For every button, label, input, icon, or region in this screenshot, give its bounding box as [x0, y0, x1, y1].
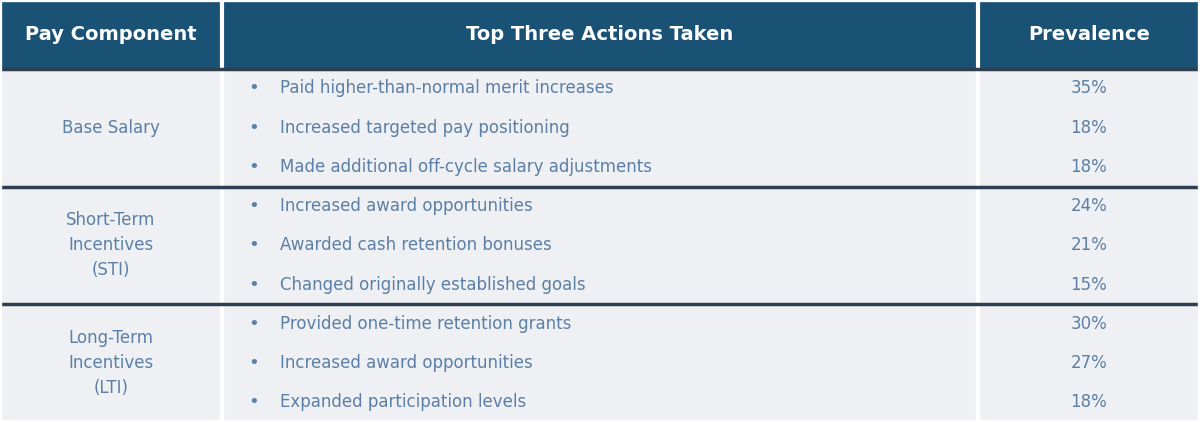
Text: Top Three Actions Taken: Top Three Actions Taken: [467, 25, 733, 44]
Text: 18%: 18%: [1070, 158, 1108, 176]
Text: Changed originally established goals: Changed originally established goals: [280, 276, 586, 294]
Text: 18%: 18%: [1070, 119, 1108, 137]
Text: Increased targeted pay positioning: Increased targeted pay positioning: [280, 119, 569, 137]
Text: •: •: [248, 315, 259, 333]
Text: Long-Term
Incentives
(LTI): Long-Term Incentives (LTI): [68, 329, 154, 397]
Text: Expanded participation levels: Expanded participation levels: [280, 393, 526, 411]
Bar: [978, 187, 1200, 304]
Text: •: •: [248, 158, 259, 176]
Bar: [222, 69, 978, 187]
Bar: [0, 69, 222, 187]
Text: Pay Component: Pay Component: [25, 25, 197, 44]
Text: 18%: 18%: [1070, 393, 1108, 411]
Text: Provided one-time retention grants: Provided one-time retention grants: [280, 315, 571, 333]
Text: Increased award opportunities: Increased award opportunities: [280, 197, 533, 215]
Bar: [0, 187, 222, 304]
Text: •: •: [248, 197, 259, 215]
Text: •: •: [248, 79, 259, 97]
Bar: [0, 304, 222, 422]
Text: 21%: 21%: [1070, 236, 1108, 254]
Text: Prevalence: Prevalence: [1028, 25, 1150, 44]
Bar: [222, 0, 978, 69]
Text: Increased award opportunities: Increased award opportunities: [280, 354, 533, 372]
Text: •: •: [248, 236, 259, 254]
Text: 27%: 27%: [1070, 354, 1108, 372]
Text: •: •: [248, 393, 259, 411]
Text: 35%: 35%: [1070, 79, 1108, 97]
Text: 30%: 30%: [1070, 315, 1108, 333]
Bar: [978, 69, 1200, 187]
Text: Awarded cash retention bonuses: Awarded cash retention bonuses: [280, 236, 551, 254]
Text: •: •: [248, 276, 259, 294]
Bar: [978, 304, 1200, 422]
Text: Paid higher-than-normal merit increases: Paid higher-than-normal merit increases: [280, 79, 613, 97]
Text: Short-Term
Incentives
(STI): Short-Term Incentives (STI): [66, 211, 156, 279]
Text: 24%: 24%: [1070, 197, 1108, 215]
Text: Base Salary: Base Salary: [62, 119, 160, 137]
Text: Made additional off-cycle salary adjustments: Made additional off-cycle salary adjustm…: [280, 158, 652, 176]
Bar: [222, 304, 978, 422]
Bar: [222, 187, 978, 304]
Text: 15%: 15%: [1070, 276, 1108, 294]
Text: •: •: [248, 119, 259, 137]
Bar: [978, 0, 1200, 69]
Bar: [0, 0, 222, 69]
Text: •: •: [248, 354, 259, 372]
